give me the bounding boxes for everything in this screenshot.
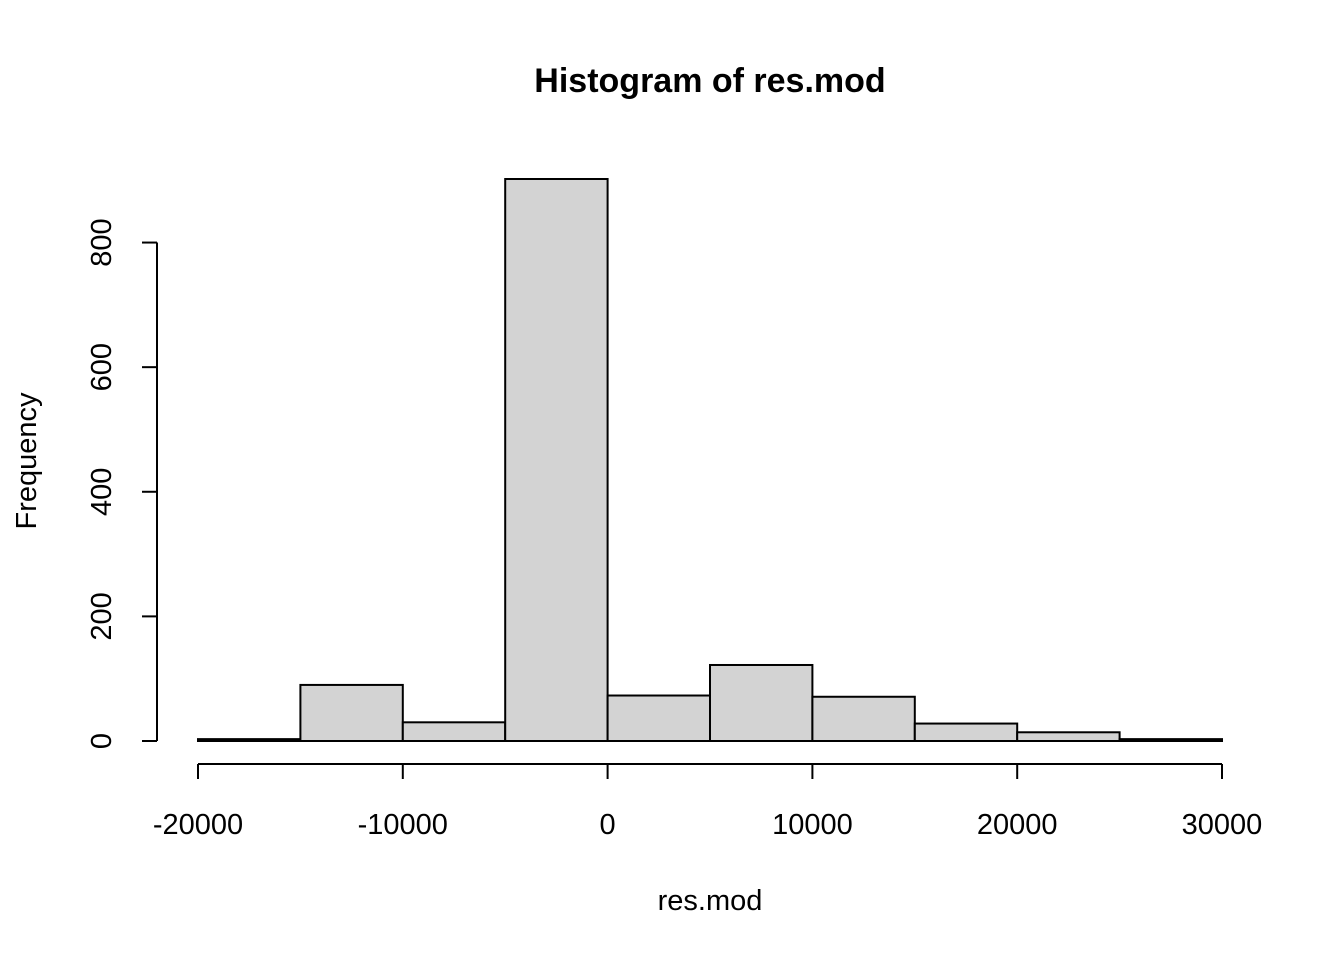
y-tick-label: 600 — [86, 343, 118, 391]
x-tick-label: 0 — [600, 809, 616, 841]
x-tick-label: -20000 — [153, 809, 243, 841]
histogram-bar — [299, 683, 404, 743]
y-tick-label: 800 — [86, 218, 118, 266]
y-axis-label: Frequency — [11, 392, 43, 530]
histogram-bar — [1118, 738, 1223, 742]
chart-title: Histogram of res.mod — [534, 62, 885, 100]
y-tick-label: 0 — [86, 733, 118, 749]
histogram-bar — [504, 178, 609, 742]
histogram-bar — [1016, 731, 1121, 742]
histogram-bar — [197, 738, 302, 742]
histogram-bar — [913, 722, 1019, 742]
x-tick-label: 30000 — [1182, 809, 1263, 841]
histogram-bar — [709, 663, 814, 742]
histogram-bar — [811, 695, 916, 743]
y-axis: 0 200 400 600 800 — [86, 218, 158, 749]
bars-group — [197, 178, 1223, 743]
x-tick-label: 20000 — [977, 809, 1058, 841]
histogram-bar — [606, 694, 711, 742]
x-axis: -20000 -10000 0 10000 20000 30000 — [153, 763, 1263, 841]
y-tick-label: 400 — [86, 468, 118, 516]
x-axis-label: res.mod — [658, 885, 763, 917]
x-tick-label: -10000 — [358, 809, 448, 841]
histogram-bar — [401, 721, 507, 743]
y-tick-label: 200 — [86, 592, 118, 640]
x-tick-label: 10000 — [772, 809, 853, 841]
